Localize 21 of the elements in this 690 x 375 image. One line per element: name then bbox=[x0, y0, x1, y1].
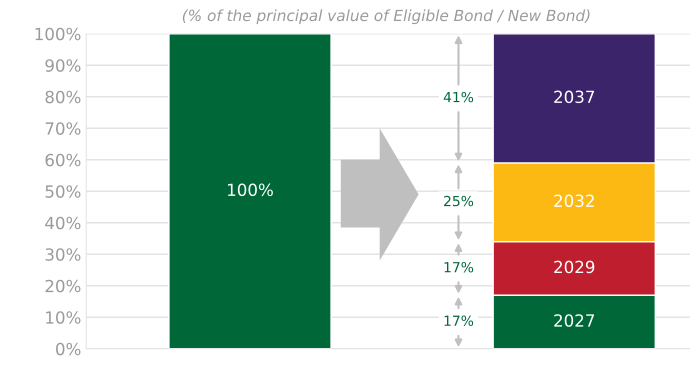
series-label: 2037 bbox=[554, 90, 594, 104]
annotation: 25% bbox=[444, 196, 474, 206]
y-tick-label: 90% bbox=[45, 59, 80, 72]
y-tick-label: 30% bbox=[46, 248, 80, 261]
y-tick-label: 50% bbox=[46, 185, 80, 198]
y-tick-label: 20% bbox=[46, 280, 80, 292]
chart-subtitle: (% of the principal value of Eligible Bond / New Bond) bbox=[182, 9, 590, 24]
y-tick-label: 10% bbox=[46, 311, 80, 324]
series-label: 2029 bbox=[554, 260, 594, 274]
y-tick-label: 100% bbox=[36, 28, 80, 40]
annotation: 41% bbox=[444, 92, 474, 102]
annotation: 17% bbox=[444, 316, 474, 326]
y-tick-label: 70% bbox=[46, 122, 80, 135]
data-label: 100% bbox=[228, 183, 273, 196]
series-label: 2027 bbox=[554, 314, 594, 327]
y-tick-label: 0% bbox=[56, 342, 80, 356]
series-label: 2032 bbox=[554, 194, 594, 208]
annotation: 17% bbox=[444, 262, 474, 272]
y-tick-label: 60% bbox=[46, 154, 80, 166]
y-tick-label: 40% bbox=[45, 216, 80, 230]
y-tick-label: 80% bbox=[45, 90, 80, 104]
